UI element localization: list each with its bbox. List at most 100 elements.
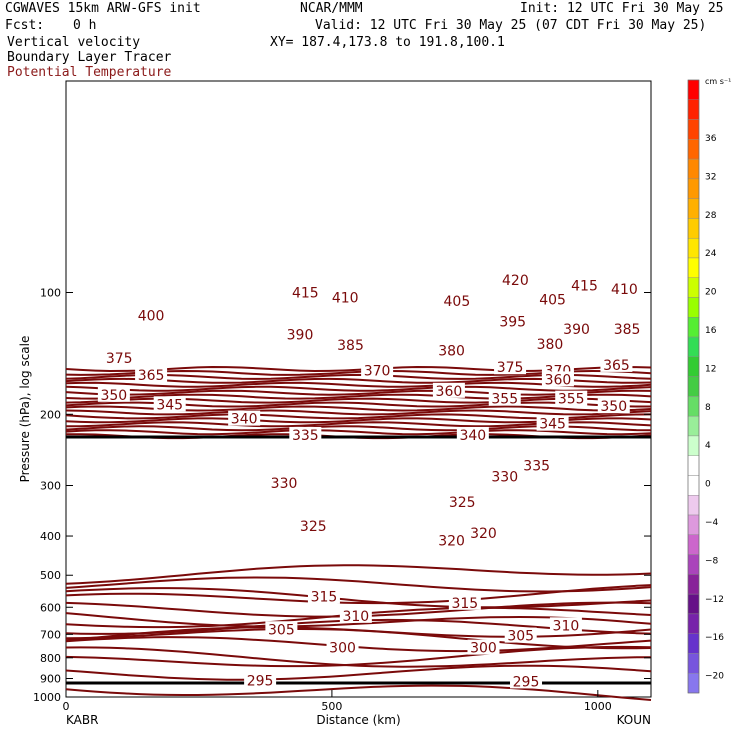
contour-label: 380 [438, 343, 465, 359]
x-tick-label: 500 [321, 700, 342, 713]
contour-label-bg [339, 607, 372, 623]
theta-contour-line [65, 587, 652, 609]
contour-label-bg [153, 396, 186, 412]
contour-label-bg [456, 426, 489, 442]
contour-label-bg [97, 386, 130, 402]
contour-label-bg [488, 468, 521, 484]
y-tick-label: 900 [40, 672, 61, 685]
contour-label: 305 [268, 622, 295, 638]
colorbar-swatch [687, 396, 700, 417]
theta-contour-line [65, 645, 652, 668]
y-tick-label: 400 [40, 530, 61, 543]
contour-label: 395 [499, 315, 526, 331]
fcst-label: Fcst: [5, 18, 45, 33]
contour-label-bg [244, 672, 277, 688]
contour-label: 340 [231, 412, 258, 428]
colorbar-swatch [687, 257, 700, 278]
colorbar-swatch [687, 435, 700, 456]
colorbar-swatch [687, 79, 700, 100]
theta-contour-line [65, 385, 652, 392]
contour-label: 355 [558, 392, 585, 408]
contour-label-bg [135, 307, 168, 323]
contour-label: 340 [459, 428, 486, 444]
contour-label-bg [297, 518, 330, 534]
contour-label-bg [435, 342, 468, 358]
contour-label: 330 [491, 469, 518, 485]
contour-label-bg [510, 673, 543, 689]
contour-label-bg [103, 349, 136, 365]
contour-label-bg [560, 320, 593, 336]
field-vertical-velocity: Vertical velocity [7, 35, 141, 50]
colorbar-swatch [687, 178, 700, 199]
colorbar-swatch [687, 475, 700, 496]
xy-coordinates: XY= 187.4,173.8 to 191.8,100.1 [270, 35, 505, 50]
colorbar-swatch [687, 336, 700, 358]
colorbar-label: −8 [705, 556, 719, 566]
contour-label-bg [361, 362, 394, 378]
theta-contour-line [65, 684, 652, 701]
plot-frame [65, 80, 652, 698]
contour-label-bg [536, 415, 569, 431]
colorbar-swatch [687, 237, 700, 259]
contour-label: 335 [523, 459, 550, 475]
colorbar-swatch [687, 297, 700, 318]
colorbar-swatch [687, 593, 700, 615]
contour-label: 370 [364, 364, 391, 380]
contour-label: 390 [563, 322, 590, 338]
contour-label-bg [228, 410, 261, 426]
contour-label-bg [432, 382, 465, 398]
colorbar-swatch [687, 534, 700, 555]
colorbar-swatch [687, 218, 700, 239]
y-tick-label: 100 [40, 287, 61, 300]
contour-label-bg [504, 627, 537, 643]
contour-label: 325 [300, 519, 327, 535]
contour-label-bg [549, 617, 582, 633]
contour-label: 345 [539, 417, 566, 433]
contour-label: 310 [553, 618, 580, 634]
y-tick-label: 600 [40, 601, 61, 614]
contour-label: 365 [603, 358, 630, 374]
right-endpoint-label: KOUN [617, 713, 651, 727]
colorbar-swatch [687, 198, 700, 219]
field-boundary-layer-tracer: Boundary Layer Tracer [7, 50, 172, 65]
contour-label: 405 [444, 294, 471, 310]
colorbar-swatch [687, 554, 700, 575]
contour-label-bg [568, 277, 601, 293]
y-tick-label: 500 [40, 569, 61, 582]
contour-label: 330 [271, 476, 298, 492]
colorbar-label: −16 [705, 633, 724, 643]
colorbar-label: 32 [705, 172, 716, 182]
contour-label-bg [555, 390, 588, 406]
contour-label-bg [265, 621, 298, 637]
contour-label-bg [597, 398, 630, 414]
contour-label: 320 [470, 526, 497, 542]
contour-label: 295 [247, 673, 274, 689]
colorbar-label: 8 [705, 403, 711, 413]
colorbar-unit: cm s⁻¹ [705, 77, 731, 86]
x-tick-label: 1000 [584, 700, 612, 713]
colorbar-label: 12 [705, 364, 716, 374]
contour-label: 350 [600, 399, 627, 415]
colorbar-label: 16 [705, 326, 717, 336]
colorbar-swatch [687, 613, 700, 634]
contour-label-bg [448, 594, 481, 610]
theta-contour-line [65, 576, 652, 593]
model-title: CGWAVES 15km ARW-GFS init [5, 1, 201, 16]
theta-contour-line [65, 584, 652, 605]
contour-label-bg [496, 313, 529, 329]
colorbar-swatch [687, 633, 700, 654]
contour-label-bg [488, 390, 521, 406]
theta-contour-line [65, 393, 652, 400]
colorbar-swatch [687, 455, 700, 476]
colorbar-swatch [687, 119, 700, 140]
colorbar-swatch [687, 415, 700, 437]
fcst-value: 0 h [73, 18, 97, 33]
colorbar-label: 28 [705, 211, 717, 221]
y-tick-label: 800 [40, 652, 61, 665]
contour-label-bg [446, 494, 479, 510]
contour-label: 305 [507, 629, 534, 645]
contour-label-bg [611, 320, 644, 336]
x-axis-title: Distance (km) [316, 713, 400, 727]
contour-label: 375 [497, 360, 524, 376]
colorbar-swatch [687, 376, 700, 397]
